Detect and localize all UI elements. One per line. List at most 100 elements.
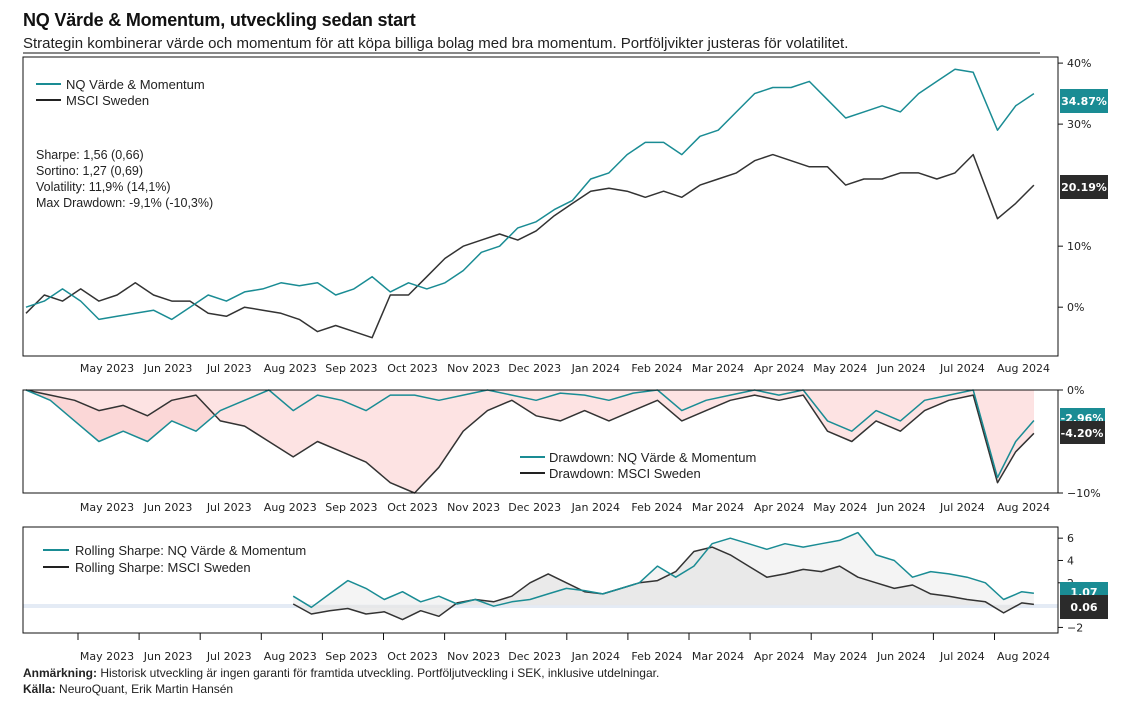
footer-note: Anmärkning: Historisk utveckling är inge… bbox=[23, 666, 659, 680]
x-tick-label: Aug 2024 bbox=[997, 501, 1050, 514]
x-tick-label: May 2023 bbox=[80, 362, 134, 375]
legend-label-strategy: NQ Värde & Momentum bbox=[66, 77, 205, 92]
x-tick-label: Jun 2023 bbox=[143, 362, 193, 375]
sharpe-area-benchmark bbox=[293, 547, 1034, 620]
zero-line-band bbox=[23, 604, 1058, 608]
footer-source-text: NeuroQuant, Erik Martin Hansén bbox=[55, 682, 234, 696]
x-tick-label: Dec 2023 bbox=[508, 650, 561, 663]
x-tick-label: Jun 2024 bbox=[876, 650, 926, 663]
x-tick-label: Jul 2024 bbox=[939, 362, 985, 375]
main-chart-frame bbox=[22, 56, 1059, 357]
x-tick-label: Aug 2024 bbox=[997, 362, 1050, 375]
x-tick-label: Jul 2024 bbox=[939, 501, 985, 514]
cumulative-return-chart: 40% 30% 10% 0% May 2023 Jun 2023 Jul 2023 Aug … bbox=[22, 56, 1108, 375]
badge-strategy-value: 34.87% bbox=[1061, 95, 1107, 108]
x-tick-label: Dec 2023 bbox=[508, 501, 561, 514]
x-tick-label: Apr 2024 bbox=[754, 362, 805, 375]
x-tick-label: May 2023 bbox=[80, 650, 134, 663]
drawdown-chart-frame bbox=[22, 389, 1059, 494]
x-tick-label: Oct 2023 bbox=[387, 650, 438, 663]
series-line-benchmark bbox=[25, 389, 1035, 494]
legend-label-dd-benchmark: Drawdown: MSCI Sweden bbox=[549, 466, 701, 481]
x-tick-label: May 2024 bbox=[813, 501, 867, 514]
drawdown-chart: 0% −10% May 2023 Jun 2023 Jul 2023 Aug 2023 S… bbox=[22, 384, 1105, 514]
footer-note-text: Historisk utveckling är ingen garanti fö… bbox=[97, 666, 660, 680]
x-tick-label: May 2023 bbox=[80, 501, 134, 514]
rolling-sharpe-frame bbox=[22, 526, 1059, 634]
last-value-badges: 34.87% 20.19% bbox=[1060, 89, 1108, 199]
x-tick-label: Mar 2024 bbox=[692, 501, 744, 514]
rolling-badges: 1.07 0.06 bbox=[1060, 582, 1108, 619]
series-line-strategy bbox=[292, 531, 1034, 609]
x-tick-label: Nov 2023 bbox=[447, 501, 500, 514]
x-tick-label: May 2024 bbox=[813, 362, 867, 375]
badge-rs-strategy-bg bbox=[1060, 582, 1108, 598]
x-tick-label: Jun 2024 bbox=[876, 362, 926, 375]
badge-rs-benchmark-value: 0.06 bbox=[1070, 601, 1097, 614]
x-tick-label: Jan 2024 bbox=[571, 650, 620, 663]
drawdown-legend: Drawdown: NQ Värde & Momentum Drawdown: … bbox=[520, 450, 756, 481]
legend-label-rs-benchmark: Rolling Sharpe: MSCI Sweden bbox=[75, 560, 251, 575]
series-line-strategy bbox=[25, 68, 1035, 321]
legend-label-rs-strategy: Rolling Sharpe: NQ Värde & Momentum bbox=[75, 543, 306, 558]
badge-benchmark-bg bbox=[1060, 175, 1108, 199]
x-tick-label: Mar 2024 bbox=[692, 650, 744, 663]
legend-label-dd-strategy: Drawdown: NQ Värde & Momentum bbox=[549, 450, 756, 465]
x-tick-label: Aug 2023 bbox=[264, 501, 317, 514]
badge-dd-benchmark-value: -4.20% bbox=[1061, 427, 1104, 440]
x-tick-label: Sep 2023 bbox=[325, 501, 377, 514]
y-tick-label: −10% bbox=[1067, 487, 1101, 500]
x-tick-label: Feb 2024 bbox=[631, 501, 682, 514]
main-legend: NQ Värde & Momentum MSCI Sweden bbox=[36, 77, 205, 108]
badge-strategy-bg bbox=[1060, 89, 1108, 113]
series-line-benchmark bbox=[292, 546, 1034, 621]
x-tick-label: Jun 2023 bbox=[143, 501, 193, 514]
x-tick-label: Jan 2024 bbox=[571, 501, 620, 514]
x-tick-label: Sep 2023 bbox=[325, 362, 377, 375]
x-tick-label: Jun 2024 bbox=[876, 501, 926, 514]
footer-note-label: Anmärkning: bbox=[23, 666, 98, 680]
stat-sharpe: Sharpe: 1,56 (0,66) bbox=[36, 148, 144, 162]
y-tick-label: 0% bbox=[1067, 301, 1084, 314]
x-tick-label: Oct 2023 bbox=[387, 362, 438, 375]
x-tick-label: Feb 2024 bbox=[631, 650, 682, 663]
x-tick-label: Apr 2024 bbox=[754, 501, 805, 514]
page-subtitle: Strategin kombinerar värde och momentum … bbox=[23, 35, 849, 52]
x-tick-label: Aug 2023 bbox=[264, 650, 317, 663]
x-tick-label: Jul 2023 bbox=[206, 650, 252, 663]
x-tick-label: Jan 2024 bbox=[571, 362, 620, 375]
y-tick-label: 10% bbox=[1067, 240, 1091, 253]
legend-label-benchmark: MSCI Sweden bbox=[66, 93, 149, 108]
x-tick-label: Apr 2024 bbox=[754, 650, 805, 663]
badge-rs-benchmark-bg bbox=[1060, 595, 1108, 619]
drawdown-badges: -2.96% -4.20% bbox=[1060, 408, 1105, 444]
x-tick-label: Aug 2024 bbox=[997, 650, 1050, 663]
x-tick-label: May 2024 bbox=[813, 650, 867, 663]
y-tick-label: −2 bbox=[1067, 621, 1083, 634]
series-line-benchmark bbox=[25, 153, 1035, 339]
x-tick-label: Nov 2023 bbox=[447, 650, 500, 663]
x-tick-label: Nov 2023 bbox=[447, 362, 500, 375]
y-tick-label: 0% bbox=[1067, 384, 1084, 397]
badge-dd-benchmark-bg bbox=[1060, 421, 1105, 444]
x-tick-label: Feb 2024 bbox=[631, 362, 682, 375]
y-tick-label: 30% bbox=[1067, 118, 1091, 131]
series-line-strategy bbox=[25, 389, 1035, 479]
x-tick-label: Aug 2023 bbox=[264, 362, 317, 375]
stat-sortino: Sortino: 1,27 (0,69) bbox=[36, 164, 143, 178]
stat-volatility: Volatility: 11,9% (14,1%) bbox=[36, 180, 171, 194]
x-tick-label: Jul 2023 bbox=[206, 362, 252, 375]
y-tick-label: 4 bbox=[1067, 554, 1074, 567]
stats-block: Sharpe: 1,56 (0,66) Sortino: 1,27 (0,69)… bbox=[36, 148, 213, 210]
x-tick-label: Oct 2023 bbox=[387, 501, 438, 514]
stat-max-drawdown: Max Drawdown: -9,1% (-10,3%) bbox=[36, 196, 213, 210]
y-tick-label: 40% bbox=[1067, 57, 1091, 70]
x-tick-label: Mar 2024 bbox=[692, 362, 744, 375]
footer-source-label: Källa: bbox=[23, 682, 56, 696]
badge-benchmark-value: 20.19% bbox=[1061, 181, 1107, 194]
x-tick-label: Jun 2023 bbox=[143, 650, 193, 663]
y-tick-label: 6 bbox=[1067, 532, 1074, 545]
x-tick-label: Dec 2023 bbox=[508, 362, 561, 375]
